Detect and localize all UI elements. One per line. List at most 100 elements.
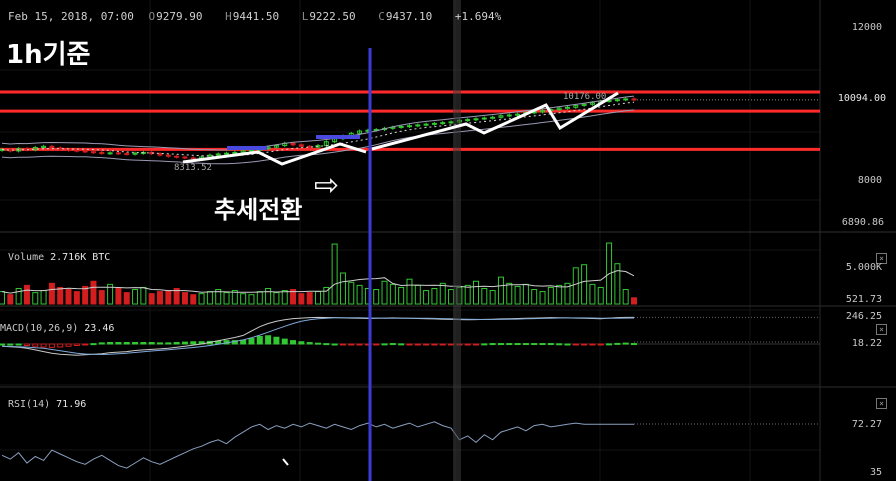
macd-histogram-bar [298,341,305,345]
macd-histogram-bar [273,336,280,345]
volume-tick-521: 521.73 [845,294,882,305]
volume-bar [315,291,321,305]
volume-bar [65,289,72,305]
macd-histogram-bar [306,342,313,345]
candle-body [132,152,138,155]
macd-histogram-bar [373,343,380,346]
volume-bar [431,288,438,305]
volume-bar [423,290,430,305]
candle-body [315,145,321,148]
macd-histogram-bar [240,339,247,345]
volume-bar [198,293,205,305]
macd-histogram-bar [248,337,255,345]
macd-histogram-bar [506,343,513,346]
macd-histogram-bar [48,343,55,348]
macd-histogram-bar [431,343,438,346]
macd-histogram-bar [581,343,588,346]
volume-bar [48,282,55,305]
rsi-tick-72: 72.27 [851,419,882,430]
current-price-label: 10094.00 [835,93,888,104]
macd-histogram-bar [339,343,346,346]
volume-bar [439,282,446,305]
close-value: 9437.10 [385,10,433,23]
volume-bar [181,292,188,305]
candle-body [431,122,437,125]
macd-histogram-bar [398,343,405,346]
close-label: C [378,10,385,23]
macd-histogram-bar [40,343,47,348]
volume-bar [98,290,105,305]
volume-bar [256,291,263,305]
volume-average-line [1,270,635,294]
volume-bar [57,286,64,305]
volume-bar [231,290,238,305]
close-macd-pane-button[interactable]: × [876,324,887,335]
bollinger-upper-band [1,95,635,151]
macd-histogram-bar [323,343,330,346]
candle-body [473,118,479,121]
macd-histogram-bar [597,343,604,346]
indicator-overlays [1,95,635,165]
candle-body [215,153,221,156]
candle-body [115,152,121,155]
rsi-pane-label: RSI(14) 71.96 [8,399,86,410]
low-value: 9222.50 [309,10,356,23]
volume-bar [323,286,330,305]
volume-bar [331,243,338,305]
white-trend-stroke-left [182,142,367,166]
timeframe-annotation: 1h기준 [6,40,91,70]
close-rsi-pane-button[interactable]: × [876,398,887,409]
candle-body [165,154,171,157]
macd-histogram-bar [140,342,147,345]
candle-body [581,103,587,106]
candle-body [357,130,363,134]
change-percent: +1.694% [454,10,502,23]
volume-tick-5000k: 5.000K [845,262,882,273]
volume-bar [40,290,47,305]
macd-histogram-bar [539,343,546,346]
macd-tick-246: 246.25 [845,311,882,322]
macd-histogram-bar [589,343,596,346]
moving-average-line [1,101,635,157]
volume-label: Volume [8,252,45,263]
rsi-label: RSI(14) [8,399,51,410]
bar-date: Feb 15, 2018, 07:00 [8,10,134,23]
volume-bar [206,291,213,305]
macd-tick-18: 18.22 [851,338,882,349]
low-label: L [301,10,309,23]
volume-bar [464,284,471,305]
close-volume-pane-button[interactable]: × [876,253,887,264]
volume-bar [572,267,579,305]
candle-body [174,155,180,158]
candle-body [99,151,105,154]
volume-bar [173,288,180,305]
candle-body [224,152,230,155]
volume-bar [298,293,305,305]
ohlc-header: Feb 15, 2018, 07:00 O9279.90 H9441.50 L9… [8,10,509,23]
macd-histogram-bar [448,343,455,346]
volume-bar [339,272,346,305]
open-value: 9279.90 [156,10,203,23]
macd-histogram-bar [73,343,80,346]
volume-bar [281,290,288,305]
candle-body [16,148,22,152]
macd-histogram-bar [556,343,563,346]
candle-body [190,157,196,160]
candle-body [298,144,304,147]
volume-bar [0,291,5,305]
macd-histogram-bar [481,343,488,346]
rsi-value: 71.96 [56,399,87,410]
price-tick-6890: 6890.86 [841,217,884,228]
volume-bar [123,292,130,305]
volume-bar [489,290,496,305]
candle-body [398,125,404,128]
horizontal-levels [0,90,820,151]
macd-histogram-bar [148,342,155,345]
candle-body [448,121,454,124]
volume-bar [140,286,147,305]
volume-bar [165,290,172,305]
volume-bar [290,289,297,305]
candle-body [589,102,595,105]
